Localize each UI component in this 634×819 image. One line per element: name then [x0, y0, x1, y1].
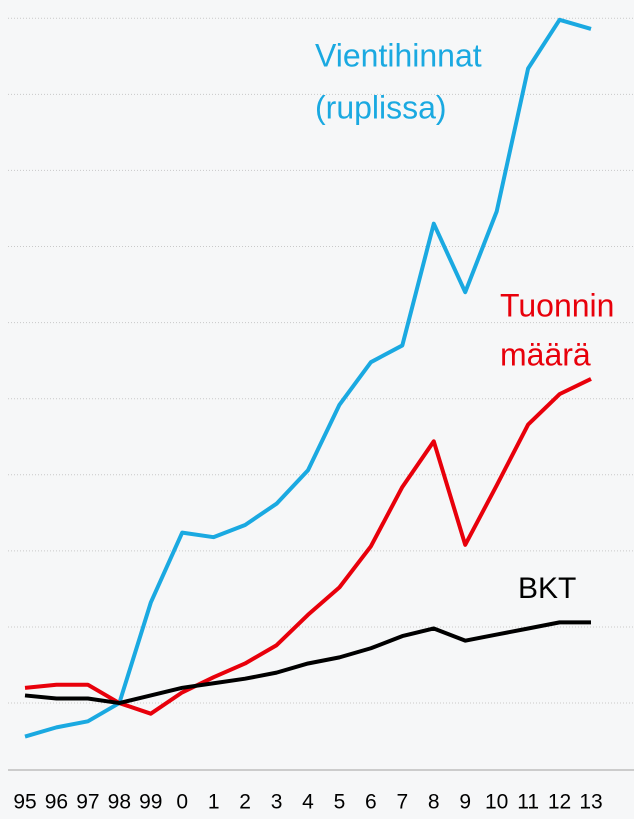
x-tick-label: 1	[208, 791, 220, 814]
x-tick-label: 95	[13, 791, 36, 814]
series-label: (ruplissa)	[315, 89, 447, 125]
x-tick-label: 2	[239, 791, 251, 814]
series-label: määrä	[500, 336, 591, 372]
x-tick-label: 5	[334, 791, 346, 814]
x-tick-label: 6	[365, 791, 377, 814]
series-line	[24, 620, 591, 706]
x-tick-label: 13	[579, 791, 602, 814]
x-tick-label: 98	[108, 791, 131, 814]
series-label: BKT	[518, 572, 576, 605]
x-tick-label: 96	[45, 791, 68, 814]
x-tick-label: 97	[76, 791, 99, 814]
x-tick-label: 0	[176, 791, 188, 814]
x-tick-label: 9	[459, 791, 471, 814]
x-tick-label: 8	[428, 791, 440, 814]
x-tick-label: 10	[485, 791, 508, 814]
x-tick-label: 3	[271, 791, 283, 814]
series-label: Vientihinnat	[315, 37, 482, 73]
x-tick-label: 11	[517, 791, 539, 814]
series-label: Tuonnin	[500, 287, 614, 323]
x-tick-label: 12	[548, 791, 571, 814]
x-tick-label: 7	[396, 791, 408, 814]
x-tick-label: 4	[302, 791, 314, 814]
x-tick-label: 99	[139, 791, 162, 814]
